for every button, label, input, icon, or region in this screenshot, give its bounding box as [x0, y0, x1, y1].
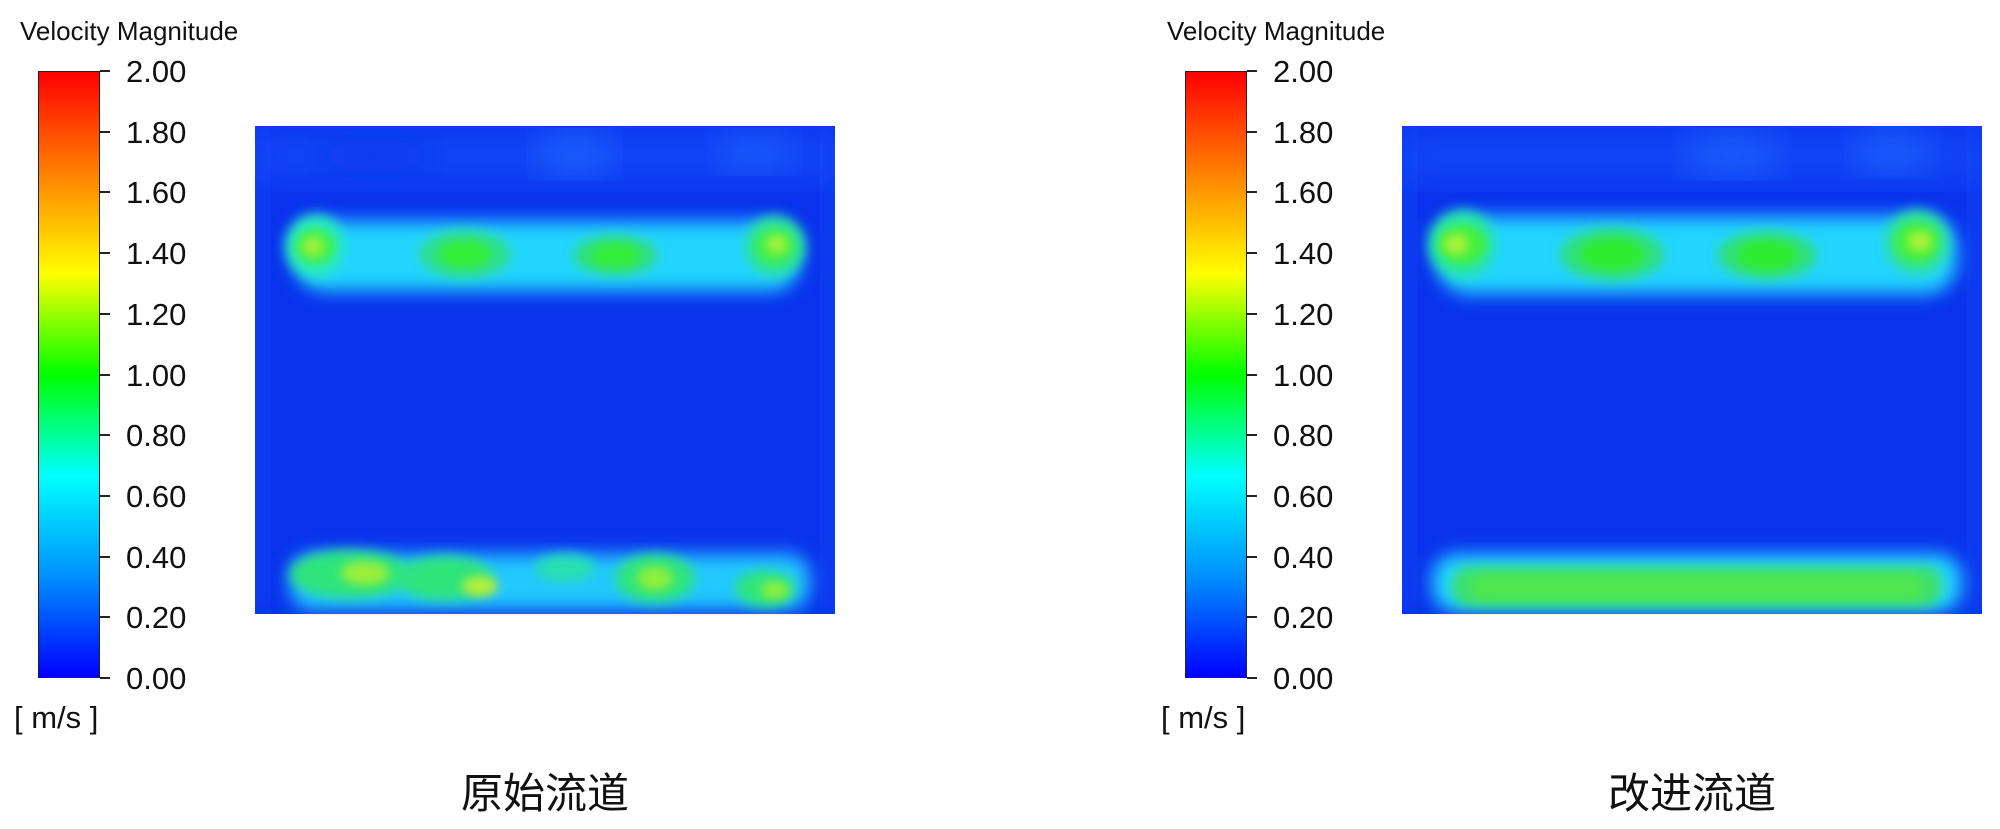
tick-mark [100, 191, 110, 194]
tick-label: 1.80 [126, 114, 187, 150]
color-bar [1185, 71, 1247, 678]
tick-label: 0.00 [126, 661, 187, 696]
tick-mark [1247, 494, 1257, 497]
tick-label: 1.80 [1273, 114, 1334, 150]
tick-label: 0.60 [1273, 478, 1334, 514]
tick-label: 0.00 [1273, 661, 1334, 696]
tick-label: 1.00 [1273, 357, 1334, 393]
tick-mark [100, 252, 110, 255]
caption-original-channel: 原始流道 [460, 769, 629, 818]
tick-mark [1247, 677, 1257, 679]
tick-mark [1247, 616, 1257, 619]
tick-mark [100, 677, 110, 679]
tick-mark [100, 312, 110, 315]
tick-mark [1247, 312, 1257, 315]
tick-label: 0.20 [1273, 600, 1334, 636]
units-label: [ m/s ] [1161, 700, 1246, 735]
legend-title: Velocity Magnitude [1167, 16, 1386, 46]
tick-label: 1.20 [126, 296, 187, 332]
velocity-contour-plot [255, 126, 835, 614]
tick-mark [100, 70, 110, 72]
panel-original: Velocity Magnitude 2.00 1.80 1.60 1.40 1… [14, 16, 835, 818]
tick-label: 0.20 [126, 600, 187, 636]
tick-label: 0.40 [1273, 539, 1334, 575]
tick-label: 1.20 [1273, 296, 1334, 332]
tick-label: 0.80 [126, 418, 187, 454]
tick-mark [1247, 434, 1257, 437]
tick-mark [1247, 373, 1257, 376]
tick-mark [1247, 191, 1257, 194]
tick-label: 1.60 [126, 175, 187, 211]
tick-label: 1.40 [1273, 236, 1334, 272]
velocity-contour-plot [1402, 126, 1982, 614]
caption-improved-channel: 改进流道 [1607, 769, 1776, 818]
tick-label: 0.40 [126, 539, 187, 575]
tick-label: 0.80 [1273, 418, 1334, 454]
tick-label: 2.00 [1273, 54, 1334, 89]
tick-mark [100, 494, 110, 497]
tick-label: 2.00 [126, 54, 187, 89]
tick-mark [1247, 252, 1257, 255]
tick-label: 1.40 [126, 236, 187, 272]
tick-label: 0.60 [126, 478, 187, 514]
tick-label: 1.00 [126, 357, 187, 393]
units-label: [ m/s ] [14, 700, 99, 735]
tick-mark [100, 373, 110, 376]
color-bar [38, 71, 100, 678]
tick-mark [100, 130, 110, 133]
tick-label: 1.60 [1273, 175, 1334, 211]
tick-mark [1247, 130, 1257, 133]
panel-improved: Velocity Magnitude 2.00 1.80 1.60 1.40 1… [1147, 0, 2000, 829]
tick-mark [1247, 70, 1257, 72]
tick-mark [1247, 555, 1257, 558]
legend-title: Velocity Magnitude [20, 16, 239, 46]
tick-mark [100, 434, 110, 437]
tick-mark [100, 616, 110, 619]
tick-mark [100, 555, 110, 558]
